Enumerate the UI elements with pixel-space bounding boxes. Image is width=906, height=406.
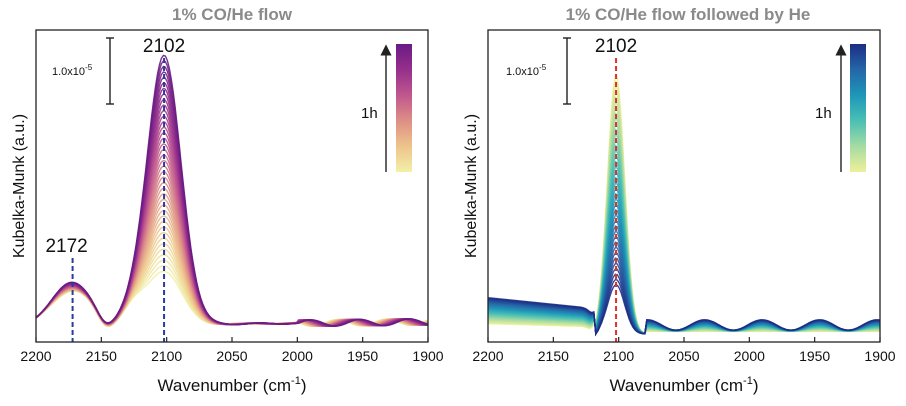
left-series-line-29: [35, 115, 428, 327]
right-x-tick-label: 2150: [538, 348, 569, 364]
left-scale-bar-label: 1.0x10-5: [52, 63, 93, 78]
left-series-line-8: [35, 231, 429, 328]
left-series-line-26: [35, 131, 429, 327]
left-series-line-6: [35, 242, 429, 327]
left-x-axis-label: Wavenumber (cm-1): [158, 375, 307, 395]
left-x-ticks: 2200 2150 2100 2050 2000 1950 1900: [20, 337, 444, 364]
right-peak-markers: 2102: [595, 36, 637, 342]
right-scale-bar: 1.0x10-5: [506, 37, 571, 105]
left-time-label: 1h: [361, 105, 378, 122]
right-x-tick-label: 2000: [734, 348, 765, 364]
right-time-label: 1h: [815, 105, 832, 122]
right-peak-label-2102: 2102: [595, 36, 637, 57]
right-x-ticks: 2200 2150 2100 2050 2000 1950 1900: [472, 337, 896, 364]
right-series-line-7: [488, 106, 881, 335]
right-plot-frame: [487, 29, 881, 343]
left-peak-label-2172: 2172: [45, 236, 87, 257]
left-series-line-32: [35, 98, 429, 327]
left-series-line-3: [35, 259, 429, 327]
right-x-axis-label: Wavenumber (cm-1): [610, 375, 759, 395]
left-peak-label-2102: 2102: [143, 36, 185, 57]
right-x-tick-label: 2100: [603, 348, 634, 364]
right-x-tick-label: 1900: [864, 348, 895, 364]
right-series-line-40: [487, 284, 881, 336]
left-x-tick-label: 2200: [20, 348, 51, 364]
right-series-line-3: [487, 85, 880, 335]
right-series-line-4: [488, 90, 880, 335]
left-series-line-4: [35, 254, 429, 327]
left-series-line-1: [35, 270, 429, 328]
left-series-line-7: [35, 237, 429, 328]
right-x-tick-label: 2050: [668, 348, 699, 364]
left-x-tick-label: 2150: [86, 348, 117, 364]
right-series-line-11: [487, 128, 881, 335]
left-series-line-21: [35, 159, 429, 327]
right-chart: 1% CO/He flow followed by He 2102 2200 21…: [463, 5, 896, 395]
left-series-line-18: [35, 176, 429, 327]
left-series-line-22: [35, 154, 429, 327]
left-series-line-23: [35, 148, 429, 327]
right-series-line-10: [487, 122, 881, 335]
left-series-line-19: [35, 170, 429, 327]
right-series-line-9: [487, 117, 881, 335]
left-series-line-20: [35, 165, 429, 327]
left-plot-frame: [35, 29, 429, 343]
left-scale-bar: 1.0x10-5: [52, 37, 114, 105]
left-series-line-24: [35, 143, 429, 327]
left-series-line-39: [35, 60, 429, 327]
left-x-tick-label: 2050: [216, 348, 247, 364]
left-series-line-5: [35, 248, 429, 328]
left-x-tick-label: 2100: [151, 348, 182, 364]
left-peak-markers: 2172 2102: [45, 36, 185, 342]
left-chart-title: 1% CO/He flow: [172, 5, 293, 24]
left-series-line-34: [35, 87, 429, 327]
right-x-tick-label: 1950: [799, 348, 830, 364]
left-series-line-40: [35, 54, 429, 327]
left-series-line-25: [35, 137, 429, 327]
right-series-line-6: [487, 101, 881, 335]
left-series-line-28: [35, 120, 428, 327]
left-series-line-33: [35, 93, 429, 327]
right-time-legend: 1h: [815, 44, 866, 172]
left-colorbar: [396, 44, 412, 172]
right-series-group: [487, 74, 881, 337]
left-x-tick-label: 2000: [282, 348, 313, 364]
left-y-axis-label: Kubelka-Munk (a.u.): [11, 114, 28, 258]
left-series-line-31: [35, 104, 429, 327]
right-x-tick-label: 2200: [472, 348, 503, 364]
left-time-legend: 1h: [361, 44, 412, 172]
left-series-group: [35, 54, 429, 328]
left-series-line-2: [35, 265, 429, 328]
right-y-axis-label: Kubelka-Munk (a.u.): [463, 114, 480, 258]
left-series-line-9: [35, 226, 429, 328]
left-x-tick-label: 1950: [347, 348, 378, 364]
right-colorbar: [850, 44, 866, 172]
left-x-tick-label: 1900: [412, 348, 443, 364]
left-series-line-27: [35, 126, 429, 327]
right-series-line-8: [487, 112, 881, 335]
left-series-line-30: [35, 109, 429, 327]
right-scale-bar-label: 1.0x10-5: [506, 63, 547, 78]
right-chart-title: 1% CO/He flow followed by He: [566, 5, 811, 24]
right-series-line-5: [487, 95, 880, 335]
